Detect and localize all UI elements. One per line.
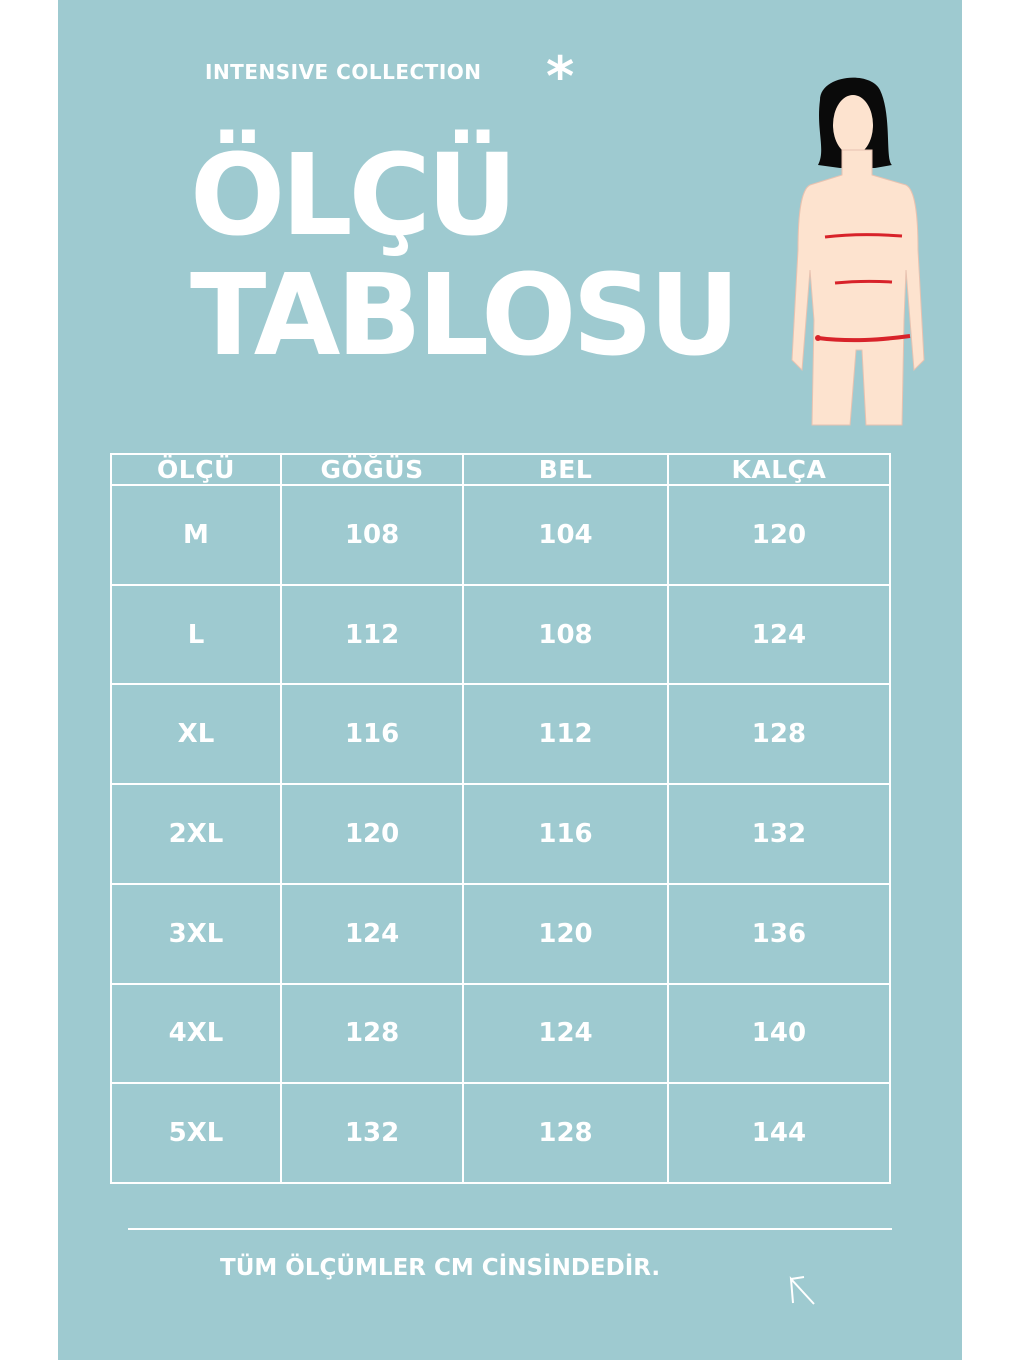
table-cell: 112 bbox=[279, 583, 465, 686]
asterisk-icon: * bbox=[546, 45, 575, 108]
table-cell: 116 bbox=[462, 783, 669, 885]
table-cell: XL bbox=[110, 683, 282, 786]
table-cell: 128 bbox=[279, 982, 465, 1085]
table-row: XL 116 112 128 bbox=[110, 683, 892, 786]
table-cell: 4XL bbox=[110, 982, 282, 1085]
table-cell: 112 bbox=[462, 683, 669, 786]
column-header: GÖĞÜS bbox=[279, 453, 465, 486]
table-cell: 144 bbox=[666, 1082, 892, 1184]
table-cell: 2XL bbox=[110, 783, 282, 885]
table-cell: 120 bbox=[462, 882, 669, 985]
table-cell: 108 bbox=[462, 583, 669, 686]
column-header: BEL bbox=[462, 453, 669, 486]
arrow-up-left-icon bbox=[789, 1276, 815, 1305]
table-cell: 124 bbox=[462, 982, 669, 1085]
units-note: TÜM ÖLÇÜMLER CM CİNSİNDEDİR. bbox=[220, 1255, 661, 1281]
title-line-1: ÖLÇÜ bbox=[190, 131, 518, 261]
size-chart-table: ÖLÇÜ GÖĞÜS BEL KALÇA M 108 104 120 L 112 108 124 XL… bbox=[110, 453, 892, 1184]
table-cell: 136 bbox=[666, 882, 892, 985]
table-cell: L bbox=[110, 583, 282, 686]
table-cell: 120 bbox=[279, 783, 465, 885]
table-cell: 5XL bbox=[110, 1082, 282, 1184]
table-cell: 132 bbox=[279, 1082, 465, 1184]
table-row: 5XL 132 128 144 bbox=[110, 1082, 892, 1184]
table-cell: M bbox=[110, 484, 282, 586]
table-cell: 140 bbox=[666, 982, 892, 1085]
table-row: 2XL 120 116 132 bbox=[110, 783, 892, 885]
table-cell: 124 bbox=[666, 583, 892, 686]
column-header: ÖLÇÜ bbox=[110, 453, 282, 486]
table-cell: 124 bbox=[279, 882, 465, 985]
table-row: L 112 108 124 bbox=[110, 583, 892, 686]
table-cell: 104 bbox=[462, 484, 669, 586]
divider bbox=[128, 1228, 892, 1230]
table-cell: 108 bbox=[279, 484, 465, 586]
table-cell: 132 bbox=[666, 783, 892, 885]
title-line-2: TABLOSU bbox=[190, 251, 740, 381]
table-cell: 3XL bbox=[110, 882, 282, 985]
brand-label: INTENSIVE COLLECTION bbox=[205, 60, 482, 84]
table-cell: 128 bbox=[462, 1082, 669, 1184]
table-cell: 120 bbox=[666, 484, 892, 586]
table-header-row: ÖLÇÜ GÖĞÜS BEL KALÇA bbox=[110, 453, 892, 486]
table-row: 3XL 124 120 136 bbox=[110, 882, 892, 985]
column-header: KALÇA bbox=[666, 453, 892, 486]
table-row: 4XL 128 124 140 bbox=[110, 982, 892, 1085]
body-measurement-figure-icon bbox=[791, 77, 925, 426]
table-cell: 116 bbox=[279, 683, 465, 786]
table-row: M 108 104 120 bbox=[110, 484, 892, 586]
table-cell: 128 bbox=[666, 683, 892, 786]
